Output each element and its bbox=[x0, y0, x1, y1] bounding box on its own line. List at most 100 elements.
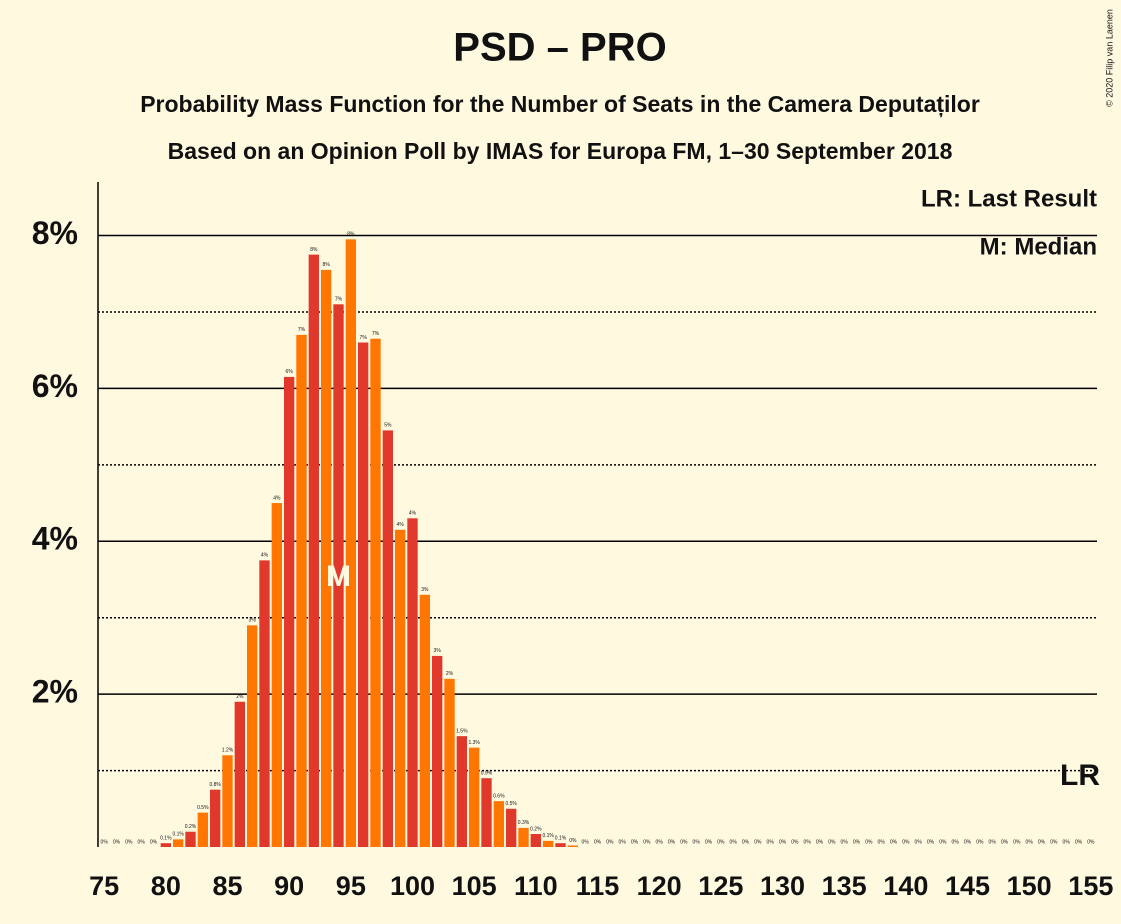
legend-entry: M: Median bbox=[980, 233, 1097, 260]
x-tick-label: 100 bbox=[390, 871, 435, 901]
bar bbox=[234, 701, 246, 847]
value-label: 0% bbox=[902, 839, 910, 845]
value-label: 0% bbox=[804, 839, 812, 845]
value-label: 0.2% bbox=[185, 824, 197, 830]
value-label: 3% bbox=[434, 648, 442, 654]
y-tick-label: 4% bbox=[32, 521, 78, 557]
x-tick-label: 130 bbox=[760, 871, 805, 901]
bar bbox=[542, 840, 554, 847]
median-marker: M bbox=[326, 560, 351, 593]
value-label: 1.3% bbox=[468, 740, 480, 746]
bar bbox=[419, 594, 431, 847]
bar bbox=[308, 254, 320, 848]
x-tick-label: 150 bbox=[1007, 871, 1052, 901]
value-label: 7% bbox=[360, 335, 368, 341]
x-tick-label: 140 bbox=[883, 871, 928, 901]
copyright: © 2020 Filip van Laenen bbox=[1104, 9, 1114, 107]
x-tick-label: 105 bbox=[452, 871, 497, 901]
value-label: 0% bbox=[668, 839, 676, 845]
x-tick-label: 120 bbox=[637, 871, 682, 901]
value-label: 0% bbox=[1087, 839, 1095, 845]
value-label: 0% bbox=[865, 839, 873, 845]
bar bbox=[407, 518, 418, 847]
value-label: 0% bbox=[952, 839, 960, 845]
value-label: 5% bbox=[384, 423, 392, 429]
value-label: 0.5% bbox=[505, 801, 517, 807]
x-tick-label: 90 bbox=[274, 871, 304, 901]
value-label: 0% bbox=[816, 839, 824, 845]
y-tick-label: 2% bbox=[32, 674, 78, 710]
value-label: 0% bbox=[693, 839, 701, 845]
value-label: 0% bbox=[927, 839, 935, 845]
value-label: 0% bbox=[643, 839, 651, 845]
bar bbox=[345, 239, 357, 848]
value-label: 0% bbox=[138, 839, 146, 845]
value-label: 0.1% bbox=[542, 833, 554, 839]
bar bbox=[394, 529, 406, 847]
value-label: 2% bbox=[236, 694, 244, 700]
bar bbox=[172, 839, 184, 847]
value-label: 0% bbox=[680, 839, 688, 845]
subtitle: Based on an Opinion Poll by IMAS for Eur… bbox=[168, 138, 953, 164]
value-label: 0% bbox=[853, 839, 861, 845]
bar bbox=[370, 338, 381, 847]
value-label: 0% bbox=[1013, 839, 1021, 845]
value-label: 4% bbox=[273, 495, 281, 501]
value-label: 0% bbox=[742, 839, 750, 845]
value-label: 0% bbox=[964, 839, 972, 845]
bar bbox=[431, 655, 443, 847]
x-tick-label: 115 bbox=[576, 871, 620, 901]
value-label: 0% bbox=[915, 839, 923, 845]
value-label: 0% bbox=[730, 839, 738, 845]
value-label: 0% bbox=[594, 839, 602, 845]
bar bbox=[444, 678, 455, 847]
x-tick-label: 95 bbox=[336, 871, 366, 901]
bar bbox=[271, 503, 283, 847]
value-label: 0% bbox=[101, 839, 109, 845]
value-label: 0% bbox=[841, 839, 849, 845]
bar bbox=[222, 755, 233, 847]
legend-entry: LR: Last Result bbox=[921, 185, 1097, 212]
bar bbox=[567, 845, 579, 847]
bar bbox=[481, 778, 492, 847]
value-label: 0% bbox=[989, 839, 997, 845]
value-label: 0% bbox=[828, 839, 836, 845]
value-label: 0.2% bbox=[530, 826, 542, 832]
value-label: 2% bbox=[446, 671, 454, 677]
chart-title: PSD – PRO bbox=[453, 26, 666, 70]
value-label: 4% bbox=[261, 553, 269, 559]
value-label: 0% bbox=[1063, 839, 1071, 845]
bar bbox=[209, 789, 221, 847]
value-label: 0% bbox=[582, 839, 590, 845]
bar bbox=[296, 334, 307, 848]
value-label: 0% bbox=[1075, 839, 1083, 845]
value-label: 0% bbox=[1026, 839, 1034, 845]
value-label: 0% bbox=[1050, 839, 1058, 845]
bar bbox=[320, 269, 332, 847]
x-tick-label: 155 bbox=[1068, 871, 1113, 901]
value-label: 0.9% bbox=[481, 771, 493, 777]
value-label: 7% bbox=[335, 297, 343, 303]
bar bbox=[468, 747, 480, 847]
value-label: 7% bbox=[298, 327, 306, 333]
value-label: 8% bbox=[347, 232, 355, 238]
bar bbox=[283, 376, 295, 847]
value-label: 0% bbox=[150, 839, 158, 845]
value-label: 0.3% bbox=[518, 820, 530, 826]
value-label: 0% bbox=[656, 839, 664, 845]
bar bbox=[382, 430, 394, 847]
value-label: 0% bbox=[1001, 839, 1009, 845]
value-label: 1.5% bbox=[456, 728, 468, 734]
bar bbox=[505, 808, 517, 847]
value-label: 0% bbox=[705, 839, 713, 845]
value-label: 1.2% bbox=[222, 748, 234, 754]
value-label: 0.1% bbox=[555, 836, 567, 842]
value-label: 0% bbox=[878, 839, 886, 845]
value-label: 8% bbox=[310, 247, 318, 253]
value-label: 0.8% bbox=[209, 782, 221, 788]
last-result-marker: LR bbox=[1060, 759, 1100, 792]
bar bbox=[197, 812, 209, 847]
value-label: 0% bbox=[779, 839, 787, 845]
x-tick-label: 125 bbox=[698, 871, 743, 901]
